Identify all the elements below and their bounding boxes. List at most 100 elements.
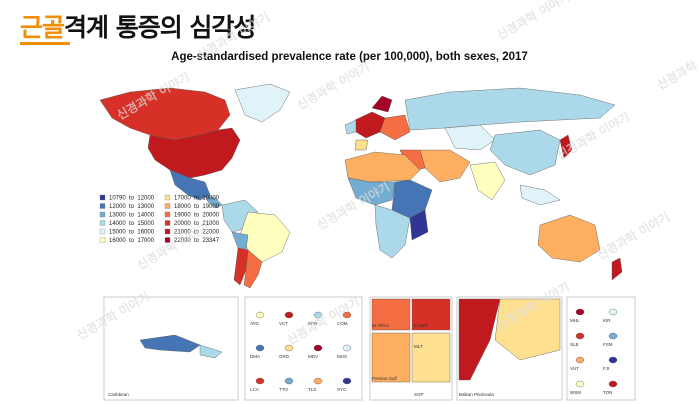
inset-label: WSM — [570, 390, 581, 395]
island — [255, 311, 265, 319]
island — [342, 344, 352, 352]
inset-label: LCA — [250, 387, 259, 392]
region — [204, 194, 223, 209]
legend-swatch — [99, 220, 106, 226]
region — [243, 249, 263, 289]
region — [559, 134, 573, 159]
inset-label: SGP — [414, 392, 424, 397]
inset-label: FJI — [603, 366, 609, 371]
region — [404, 87, 616, 131]
legend-swatch — [164, 203, 171, 209]
insets: Caribbean ATG VCT BRB COM DMA GRD MDV MUS LCA TTO T… — [103, 296, 636, 401]
legend-label: 16000 to 17000 — [109, 238, 155, 244]
slide-title: 근골격계 통증의 심각성 — [20, 8, 256, 44]
region — [409, 209, 429, 241]
watermark: 신경과학 이야기 — [654, 39, 699, 93]
inset-label: GRD — [279, 354, 290, 359]
inset-label: ATG — [250, 321, 259, 326]
legend-swatch — [164, 211, 171, 218]
legend-label: 13000 to 14000 — [109, 213, 155, 219]
inset-label: TTO — [279, 387, 288, 392]
island — [608, 380, 618, 388]
inset-label: W Africa — [372, 323, 389, 328]
inset-label: Caribbean — [108, 392, 129, 397]
inset-label: MUS — [337, 354, 347, 359]
legend-swatch — [164, 237, 171, 243]
island — [575, 332, 585, 340]
world-map — [99, 83, 623, 289]
inset-label: BRB — [308, 321, 317, 326]
legend-label: 10790 to 12000 — [109, 196, 155, 202]
region — [469, 161, 506, 201]
island — [255, 344, 265, 352]
legend-swatch — [99, 211, 106, 218]
region — [354, 111, 386, 139]
inset-label: VCT — [279, 321, 288, 326]
island — [342, 311, 352, 319]
region — [147, 127, 241, 179]
region — [199, 344, 223, 359]
region — [139, 334, 201, 353]
region — [231, 231, 249, 251]
island — [284, 377, 294, 385]
island — [575, 356, 585, 364]
legend-label: 12000 to 13000 — [109, 204, 155, 210]
inset-label: Balkan Peninsula — [459, 392, 494, 397]
legend-label: 17000 to 18000 — [174, 196, 220, 202]
legend-label: 22000 to 23347 — [174, 238, 220, 244]
watermark: 신경과학 이야기 — [594, 209, 672, 263]
inset-box — [244, 296, 363, 401]
title-rest: 격계 통증의 심각성 — [64, 13, 256, 42]
region — [411, 332, 451, 383]
region — [233, 247, 249, 286]
region — [169, 169, 211, 201]
region — [494, 298, 561, 361]
region — [347, 177, 396, 206]
legend-label: 18000 to 19000 — [174, 204, 220, 210]
island — [313, 311, 323, 319]
inset-label: TLS — [308, 387, 316, 392]
inset-label: SYC — [337, 387, 347, 392]
island — [608, 308, 618, 316]
island — [575, 308, 585, 316]
region — [411, 298, 451, 331]
inset-label: KIR — [603, 318, 611, 323]
legend-swatch — [164, 220, 171, 226]
inset-label: DMA — [250, 354, 260, 359]
inset-label: TON — [603, 390, 612, 395]
region — [444, 124, 496, 151]
inset-label: SLB — [570, 342, 579, 347]
inset-label: COM — [337, 321, 348, 326]
region — [537, 214, 601, 263]
island — [608, 356, 618, 364]
legend-swatch — [99, 237, 106, 243]
legend: 10790 to 12000 12000 to 13000 13000 to 140… — [99, 194, 220, 244]
map-title: Age-standardised prevalence rate (per 10… — [171, 51, 528, 63]
island — [608, 332, 618, 340]
region — [489, 129, 561, 176]
inset-label: MHL — [570, 318, 580, 323]
region — [611, 257, 623, 281]
legend-label: 15000 to 16000 — [109, 230, 155, 236]
region — [391, 179, 433, 219]
legend-swatch — [99, 203, 106, 209]
inset-label: E Med — [414, 323, 428, 328]
inset-label: MLT — [414, 344, 423, 349]
inset-label: Persian Gulf — [372, 376, 398, 381]
island — [284, 344, 294, 352]
island — [313, 377, 323, 385]
region — [519, 184, 561, 206]
region — [344, 119, 357, 135]
legend-label: 21000 to 22000 — [174, 230, 220, 236]
inset-label: VUT — [570, 366, 579, 371]
legend-swatch — [164, 228, 171, 235]
region — [371, 332, 411, 383]
inset-label: MDV — [308, 354, 318, 359]
region — [374, 204, 411, 259]
watermark: 신경과학 이야기 — [194, 9, 272, 63]
region — [371, 298, 411, 331]
island — [313, 344, 323, 352]
island — [575, 380, 585, 388]
legend-label: 14000 to 15000 — [109, 221, 155, 227]
island — [255, 377, 265, 385]
